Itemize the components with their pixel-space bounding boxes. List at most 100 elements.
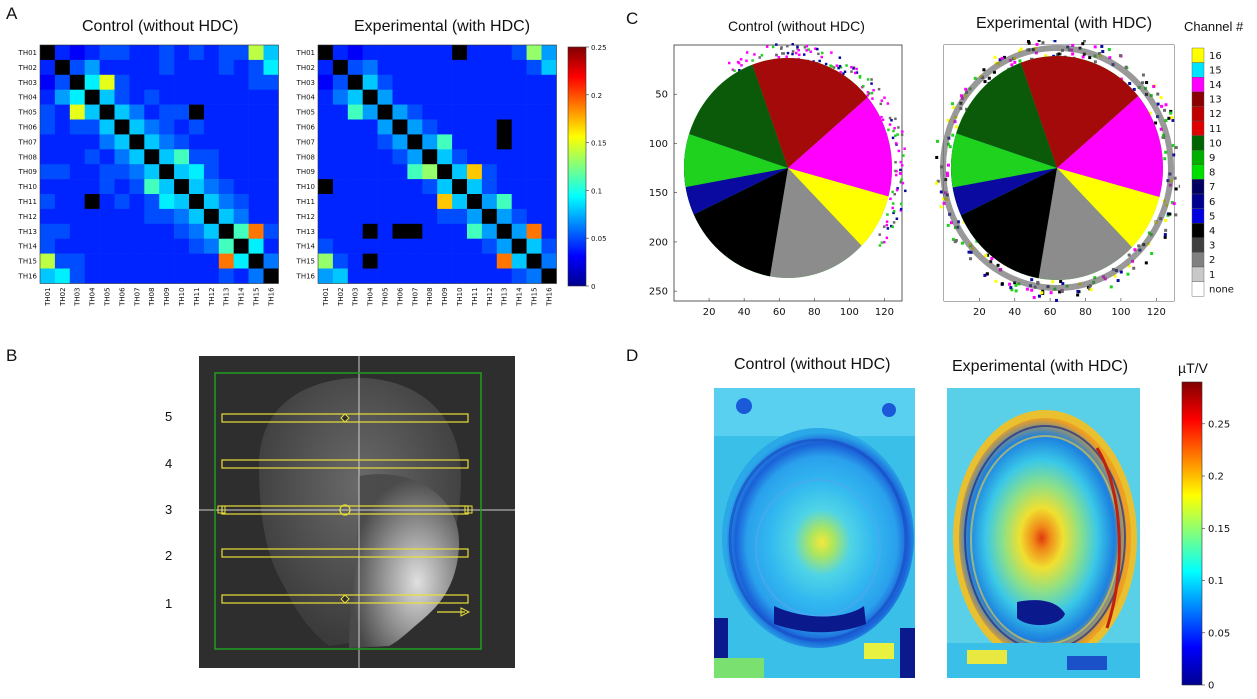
noise-speck xyxy=(887,129,890,132)
heatmap-cell xyxy=(129,224,144,239)
heatmap-cell xyxy=(100,134,115,149)
heatmap-cell xyxy=(318,194,333,209)
heatmap-cell xyxy=(249,45,264,60)
heatmap-cell xyxy=(204,209,219,224)
legend-label: 16 xyxy=(1209,51,1222,62)
noise-speck xyxy=(984,80,987,83)
noise-speck xyxy=(878,233,881,236)
noise-speck xyxy=(818,60,821,63)
noise-speck xyxy=(1169,112,1172,115)
heatmap-cell xyxy=(482,269,497,284)
noise-speck xyxy=(850,70,853,73)
heatmap-cell xyxy=(363,90,378,105)
heatmap-cell xyxy=(333,269,348,284)
heatmap-cell xyxy=(542,224,557,239)
heatmap-cell xyxy=(482,254,497,269)
heatmap-cell xyxy=(144,149,159,164)
heatmap-cell xyxy=(159,75,174,90)
heatmap-cell xyxy=(542,209,557,224)
noise-speck xyxy=(898,150,901,153)
noise-speck xyxy=(1038,40,1041,42)
noise-speck xyxy=(1030,278,1033,281)
noise-speck xyxy=(994,280,997,283)
noise-speck xyxy=(900,203,903,206)
heatmap-cell xyxy=(527,224,542,239)
noise-speck xyxy=(1150,252,1153,255)
heatmap-cell xyxy=(234,269,249,284)
heatmap-cell xyxy=(512,224,527,239)
heatmap-cell xyxy=(318,149,333,164)
noise-speck xyxy=(1030,289,1033,292)
noise-speck xyxy=(935,182,938,185)
heatmap-cell xyxy=(40,134,55,149)
heatmap-cell xyxy=(159,120,174,135)
heatmap-cell xyxy=(85,90,100,105)
heatmap-cell xyxy=(70,60,85,75)
heatmap-cell xyxy=(482,90,497,105)
noise-speck xyxy=(804,46,807,49)
heatmap-cell xyxy=(467,209,482,224)
legend-swatch xyxy=(1192,48,1204,63)
legend-swatch xyxy=(1192,238,1204,253)
heatmap-cell xyxy=(437,75,452,90)
heatmap-cell xyxy=(115,134,130,149)
legend-label: 8 xyxy=(1209,168,1215,179)
heatmap-col-label: TH07 xyxy=(133,287,141,306)
heatmap-cell xyxy=(467,60,482,75)
noise-speck xyxy=(1076,290,1079,293)
heatmap-cell xyxy=(333,164,348,179)
heatmap-cell xyxy=(363,209,378,224)
noise-speck xyxy=(1160,105,1163,108)
b-localizer-image xyxy=(199,356,515,668)
heatmap-cell xyxy=(542,194,557,209)
noise-speck xyxy=(740,64,743,67)
heatmap-cell xyxy=(85,120,100,135)
heatmap-cell xyxy=(204,90,219,105)
heatmap-cell xyxy=(40,269,55,284)
heatmap-cell xyxy=(55,75,70,90)
heatmap-cell xyxy=(40,60,55,75)
heatmap-col-label: TH03 xyxy=(74,287,82,306)
heatmap-cell xyxy=(318,179,333,194)
heatmap-col-label: TH09 xyxy=(163,287,171,306)
noise-speck xyxy=(895,174,898,177)
legend-swatch xyxy=(1192,252,1204,267)
heatmap-cell xyxy=(378,75,393,90)
noise-speck xyxy=(887,227,890,230)
heatmap-cell xyxy=(422,269,437,284)
heatmap-cell xyxy=(189,254,204,269)
noise-speck xyxy=(893,193,896,196)
heatmap-cell xyxy=(129,75,144,90)
heatmap-cell xyxy=(422,75,437,90)
heatmap-cell xyxy=(174,179,189,194)
noise-speck xyxy=(883,241,886,244)
heatmap-cell xyxy=(527,60,542,75)
heatmap-cell xyxy=(348,149,363,164)
heatmap-cell xyxy=(348,60,363,75)
heatmap-cell xyxy=(512,45,527,60)
heatmap-cell xyxy=(363,120,378,135)
heatmap-cell xyxy=(452,60,467,75)
heatmap-cell xyxy=(422,194,437,209)
heatmap-cell xyxy=(393,239,408,254)
c-channel-legend: 16151413121110987654321none xyxy=(1190,44,1256,324)
heatmap-cell xyxy=(542,75,557,90)
noise-speck xyxy=(899,173,902,176)
heatmap-cell xyxy=(144,45,159,60)
heatmap-cell xyxy=(100,120,115,135)
noise-speck xyxy=(1076,294,1079,297)
heatmap-cell xyxy=(467,45,482,60)
heatmap-cell xyxy=(422,134,437,149)
heatmap-cell xyxy=(527,120,542,135)
heatmap-cell xyxy=(407,224,422,239)
noise-speck xyxy=(855,68,858,71)
heatmap-cell xyxy=(55,120,70,135)
heatmap-cell xyxy=(318,209,333,224)
noise-speck xyxy=(786,45,789,48)
heatmap-cell xyxy=(159,269,174,284)
x-tick-label: 120 xyxy=(875,307,894,318)
heatmap-cell xyxy=(422,209,437,224)
noise-speck xyxy=(1132,267,1135,270)
heatmap-cell xyxy=(407,120,422,135)
heatmap-row-label: TH11 xyxy=(296,198,315,206)
